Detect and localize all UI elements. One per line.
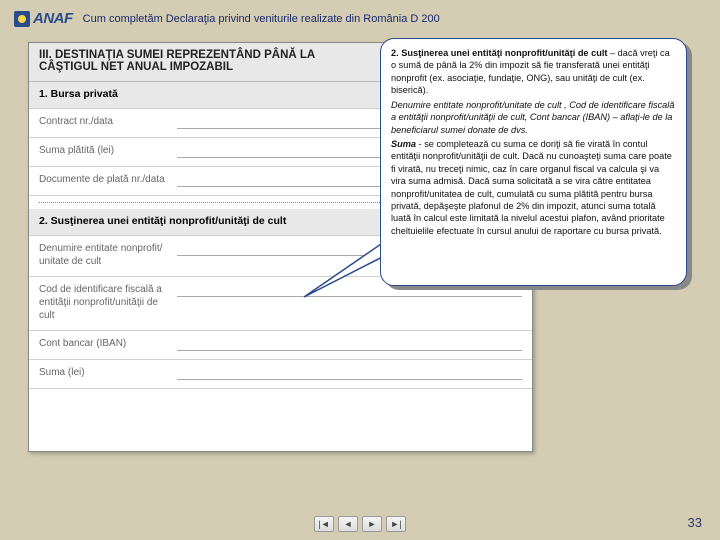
field-iban: Cont bancar (IBAN): [29, 331, 532, 360]
callout-p2: Denumire entitate nonprofit/unitate de c…: [391, 100, 674, 135]
field-suma-input[interactable]: [177, 366, 522, 380]
nav-first-button[interactable]: |◄: [314, 516, 334, 532]
nav-prev-button[interactable]: ◄: [338, 516, 358, 532]
help-callout: 2. Susţinerea unei entităţi nonprofit/un…: [380, 38, 687, 286]
callout-p3-bold: Suma: [391, 139, 416, 149]
nav-next-button[interactable]: ►: [362, 516, 382, 532]
field-iban-label: Cont bancar (IBAN): [39, 337, 169, 350]
page-title: Cum completăm Declaraţia privind venitur…: [83, 13, 440, 25]
field-contract-label: Contract nr./data: [39, 115, 169, 128]
anaf-logo: ANAF: [14, 10, 73, 27]
field-suma-label: Suma (lei): [39, 366, 169, 379]
anaf-logo-icon: [14, 11, 30, 27]
anaf-logo-text: ANAF: [33, 10, 73, 27]
field-cif-label: Cod de identificare fiscală a entităţii …: [39, 283, 169, 322]
field-suma: Suma (lei): [29, 360, 532, 389]
nav-buttons: |◄ ◄ ► ►|: [314, 516, 406, 532]
field-suma-platita-label: Suma plătită (lei): [39, 144, 169, 157]
callout-p1-bold: 2. Susţinerea unei entităţi nonprofit/un…: [391, 48, 607, 58]
callout-p3-rest: - se completează cu suma ce doriţi să fi…: [391, 139, 672, 236]
subsection-bursa-label: 1. Bursa privată: [39, 88, 118, 100]
field-iban-input[interactable]: [177, 337, 522, 351]
nav-last-button[interactable]: ►|: [386, 516, 406, 532]
page-number: 33: [688, 515, 702, 530]
field-denumire-label: Denumire entitate nonprofit/ unitate de …: [39, 242, 169, 268]
field-documente-label: Documente de plată nr./data: [39, 173, 169, 186]
subsection-nonprofit-label: 2. Susţinerea unei entităţi nonprofit/un…: [39, 215, 286, 227]
page-header: ANAF Cum completăm Declaraţia privind ve…: [0, 0, 720, 31]
